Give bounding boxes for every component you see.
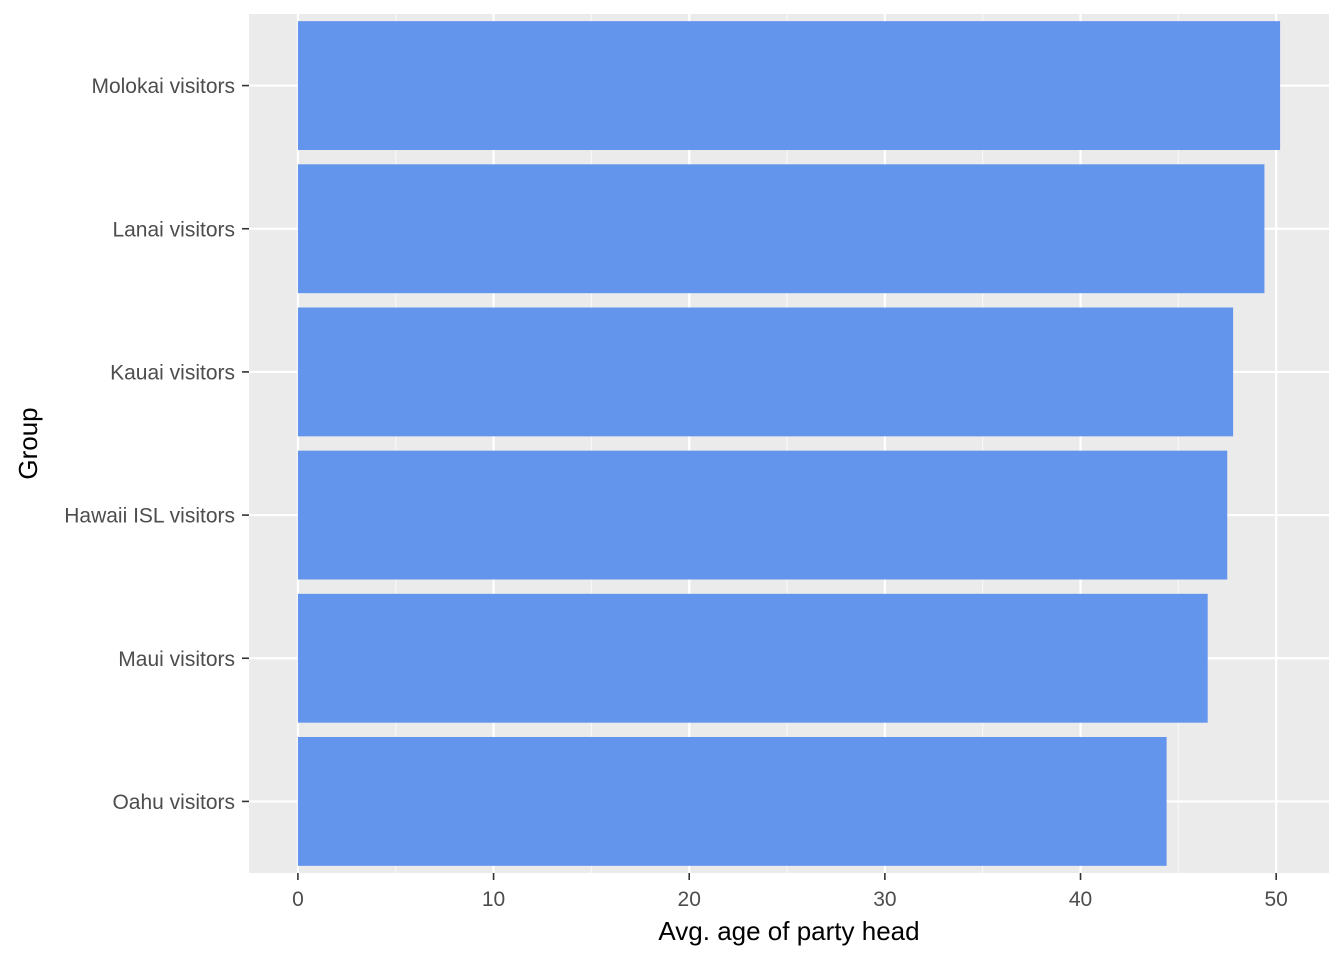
y-tick-label: Lanai visitors xyxy=(112,218,235,241)
x-axis-title: Avg. age of party head xyxy=(658,916,919,946)
y-tick-label: Oahu visitors xyxy=(112,791,235,814)
bar-lanai-visitors xyxy=(297,164,1265,294)
x-tick-label: 0 xyxy=(292,888,304,911)
bar-oahu-visitors xyxy=(297,736,1167,866)
minor-gridlines xyxy=(395,14,1179,873)
x-tick-label: 20 xyxy=(678,888,701,911)
y-axis-title: Group xyxy=(13,407,43,479)
bar-hawaii-isl-visitors xyxy=(297,450,1228,580)
y-tick-label: Kauai visitors xyxy=(110,361,235,384)
x-tick-label: 30 xyxy=(873,888,896,911)
y-tick-label: Hawaii ISL visitors xyxy=(64,505,235,528)
x-tick-label: 10 xyxy=(482,888,505,911)
bars xyxy=(297,21,1281,866)
y-tick-label: Molokai visitors xyxy=(91,75,235,98)
bar-molokai-visitors xyxy=(297,21,1281,151)
y-axis: Molokai visitors Lanai visitors Kauai visi… xyxy=(64,75,249,814)
x-tick-label: 40 xyxy=(1069,888,1092,911)
bar-maui-visitors xyxy=(297,593,1208,723)
bar-kauai-visitors xyxy=(297,307,1234,437)
plot-panel xyxy=(249,14,1329,873)
x-axis: 0 10 20 30 40 50 xyxy=(292,873,1288,911)
x-tick-label: 50 xyxy=(1264,888,1287,911)
y-tick-label: Maui visitors xyxy=(118,648,235,671)
